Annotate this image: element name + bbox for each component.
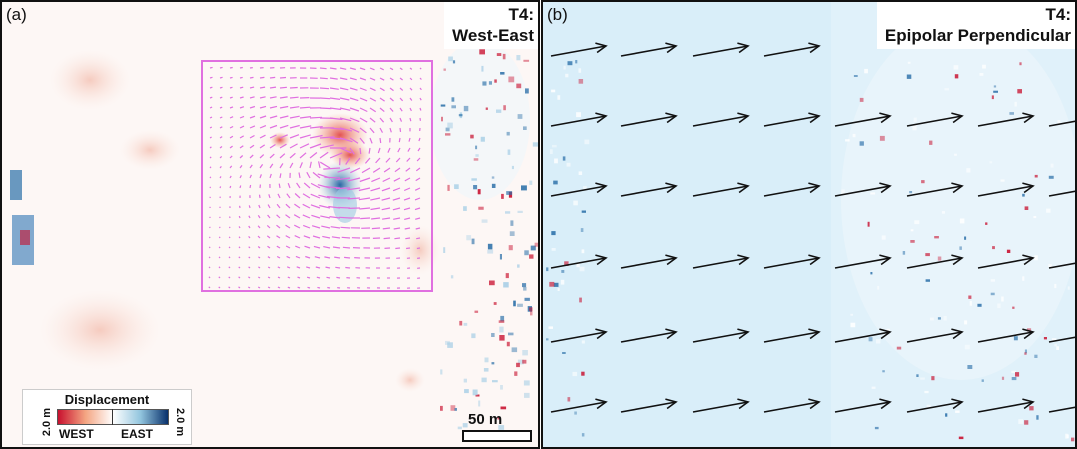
panel-a-label: (a): [6, 5, 27, 24]
legend-min-label: 2.0 m: [41, 408, 53, 437]
panel-a-title-line2: West-East: [452, 26, 534, 45]
legend-center-tick: [112, 409, 113, 425]
panel-b-title-line2: Epipolar Perpendicular: [884, 26, 1071, 45]
legend-max-label: 2.0 m: [174, 408, 186, 437]
panel-b: (b) T4: Epipolar Perpendicular: [541, 0, 1077, 449]
panel-a-image: [10, 10, 539, 437]
scalebar: [462, 430, 532, 442]
legend-title: Displacement: [64, 392, 150, 407]
panel-a-title: T4: West-East: [444, 0, 540, 49]
panel-b-title-line1: T4:: [1045, 5, 1072, 24]
legend-colorbar: [57, 409, 169, 425]
panel-a: (a) T4: West-East Displacement 2.0 m 2.0…: [0, 0, 540, 449]
panel-b-title: T4: Epipolar Perpendicular: [876, 0, 1077, 49]
panel-a-title-line1: T4:: [508, 5, 535, 24]
scalebar-label: 50 m: [468, 411, 503, 428]
inset-box: [201, 60, 433, 292]
displacement-legend: Displacement 2.0 m 2.0 m WEST EAST: [22, 389, 192, 445]
legend-west-label: WEST: [59, 427, 94, 441]
panel-b-label: (b): [547, 5, 568, 24]
legend-east-label: EAST: [121, 427, 154, 441]
panel-b-image: [541, 0, 1077, 449]
